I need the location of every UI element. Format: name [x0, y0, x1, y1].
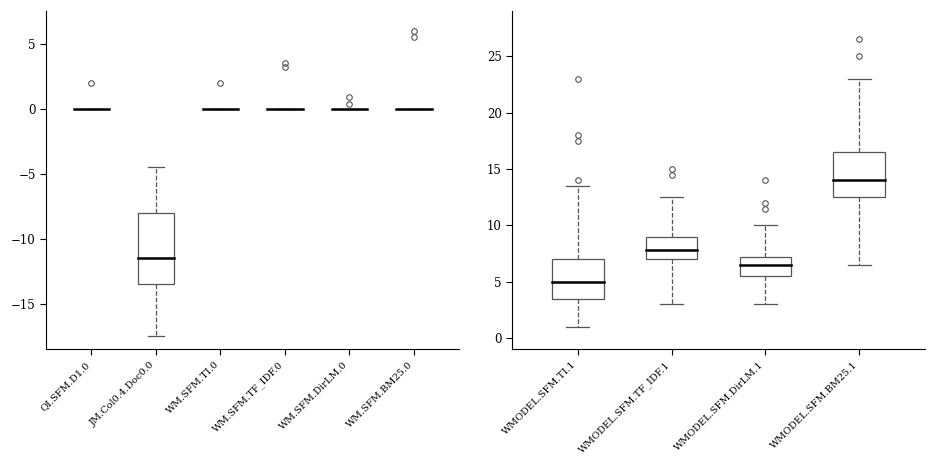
Bar	[552, 259, 604, 299]
Bar	[646, 237, 697, 259]
Bar	[139, 213, 174, 284]
Bar	[833, 152, 885, 197]
Bar	[739, 257, 791, 276]
